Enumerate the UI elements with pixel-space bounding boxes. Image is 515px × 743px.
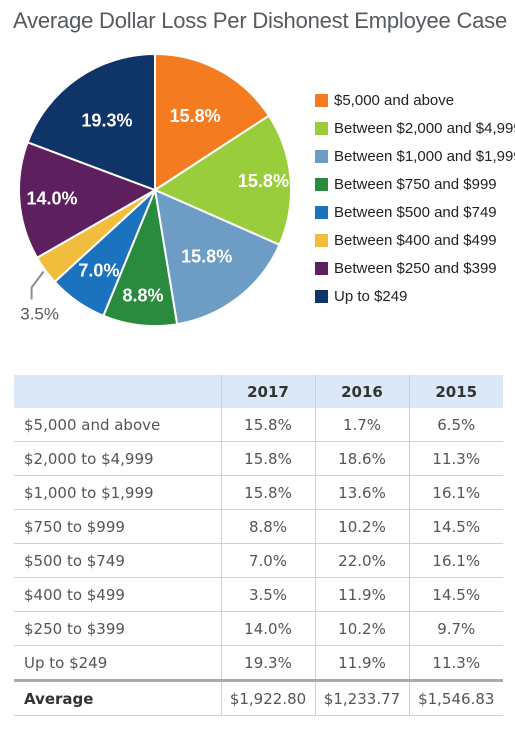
legend-swatch <box>315 289 328 303</box>
average-label: Average <box>14 679 221 716</box>
legend-swatch <box>315 121 328 135</box>
row-value: 13.6% <box>314 475 409 510</box>
pie-slice-1 <box>154 52 271 192</box>
legend-label: Between $250 and $399 <box>334 259 497 277</box>
row-value: 22.0% <box>314 543 409 578</box>
row-label: $1,000 to $1,999 <box>14 475 221 510</box>
chart-title: Average Dollar Loss Per Dishonest Employ… <box>13 8 508 33</box>
table-row: $750 to $999 8.8% 10.2% 14.5% <box>14 509 503 544</box>
chart-legend: $5,000 and above Between $2,000 and $4,99… <box>315 86 515 310</box>
pie-label-7: 14.0% <box>26 188 77 208</box>
row-label: Up to $249 <box>14 645 221 681</box>
pie-label-6: 3.5% <box>20 304 59 323</box>
legend-item: Between $1,000 and $1,999 <box>315 142 515 170</box>
average-value: $1,922.80 <box>220 679 315 716</box>
legend-item: Between $2,000 and $4,999 <box>315 114 515 142</box>
row-value: 11.9% <box>314 577 409 612</box>
pie-slice-8 <box>26 52 156 192</box>
legend-label: Between $2,000 and $4,999 <box>334 119 515 137</box>
legend-swatch <box>315 233 328 247</box>
header-cell-year: 2016 <box>314 375 409 408</box>
row-label: $5,000 and above <box>14 408 221 442</box>
row-value: 19.3% <box>220 645 315 681</box>
pie-slice-2 <box>152 114 292 247</box>
legend-label: Between $500 and $749 <box>334 203 497 221</box>
row-value: 7.0% <box>220 543 315 578</box>
data-table: 2017 2016 2015 $5,000 and above 15.8% 1.7% 6.… <box>14 375 503 716</box>
header-cell-blank <box>14 375 221 408</box>
row-value: 16.1% <box>408 475 503 510</box>
row-value: 14.5% <box>408 509 503 544</box>
legend-label: $5,000 and above <box>334 91 455 109</box>
row-value: 15.8% <box>220 475 315 510</box>
legend-swatch <box>315 205 328 219</box>
table-row: $500 to $749 7.0% 22.0% 16.1% <box>14 543 503 578</box>
legend-item: Up to $249 <box>315 282 515 310</box>
pie-label-4: 8.8% <box>123 285 164 305</box>
row-value: 9.7% <box>408 611 503 646</box>
row-value: 11.9% <box>314 645 409 681</box>
row-value: 10.2% <box>314 509 409 544</box>
row-label: $500 to $749 <box>14 543 221 578</box>
table-footer-row: Average $1,922.80 $1,233.77 $1,546.83 <box>14 679 503 716</box>
average-value: $1,233.77 <box>314 679 409 716</box>
table-row: $400 to $499 3.5% 11.9% 14.5% <box>14 577 503 612</box>
legend-swatch <box>315 149 328 163</box>
row-label: $750 to $999 <box>14 509 221 544</box>
pie-chart: 15.8% 15.8% 15.8% 8.8%7.0% 3.5% 14.0% 19.3% <box>18 52 292 327</box>
header-cell-year: 2015 <box>408 375 503 408</box>
legend-swatch <box>315 93 328 107</box>
legend-item: Between $400 and $499 <box>315 226 515 254</box>
legend-swatch <box>315 177 328 191</box>
row-value: 11.3% <box>408 645 503 681</box>
table-row: $1,000 to $1,999 15.8% 13.6% 16.1% <box>14 475 503 510</box>
table-row: $250 to $399 14.0% 10.2% 9.7% <box>14 611 503 646</box>
row-value: 18.6% <box>314 441 409 476</box>
table-row: $2,000 to $4,999 15.8% 18.6% 11.3% <box>14 441 503 476</box>
pie-label-5: 7.0% <box>78 260 119 280</box>
table-header-row: 2017 2016 2015 <box>14 375 503 408</box>
legend-label: Between $1,000 and $1,999 <box>334 147 515 165</box>
average-value: $1,546.83 <box>408 679 503 716</box>
legend-item: Between $500 and $749 <box>315 198 515 226</box>
legend-label: Between $400 and $499 <box>334 231 497 249</box>
row-label: $2,000 to $4,999 <box>14 441 221 476</box>
row-value: 3.5% <box>220 577 315 612</box>
legend-label: Between $750 and $999 <box>334 175 497 193</box>
legend-item: Between $750 and $999 <box>315 170 515 198</box>
header-cell-year: 2017 <box>220 375 315 408</box>
pie-label-8: 19.3% <box>81 111 132 131</box>
row-value: 6.5% <box>408 408 503 442</box>
row-value: 15.8% <box>220 408 315 442</box>
leader-line <box>30 270 45 300</box>
pie-slice-7 <box>18 141 158 260</box>
row-value: 14.5% <box>408 577 503 612</box>
legend-swatch <box>315 261 328 275</box>
row-value: 16.1% <box>408 543 503 578</box>
table-row: $5,000 and above 15.8% 1.7% 6.5% <box>14 408 503 442</box>
row-value: 15.8% <box>220 441 315 476</box>
pie-label-1: 15.8% <box>170 106 221 126</box>
row-value: 8.8% <box>220 509 315 544</box>
row-label: $400 to $499 <box>14 577 221 612</box>
pie-label-3: 15.8% <box>181 247 232 267</box>
legend-label: Up to $249 <box>334 287 408 305</box>
pie-slice-3 <box>153 188 281 326</box>
row-value: 11.3% <box>408 441 503 476</box>
row-value: 14.0% <box>220 611 315 646</box>
legend-item: Between $250 and $399 <box>315 254 515 282</box>
legend-item: $5,000 and above <box>315 86 515 114</box>
row-value: 10.2% <box>314 611 409 646</box>
row-label: $250 to $399 <box>14 611 221 646</box>
table-row: Up to $249 19.3% 11.9% 11.3% <box>14 645 503 681</box>
pie-label-2: 15.8% <box>238 171 289 191</box>
row-value: 1.7% <box>314 408 409 442</box>
